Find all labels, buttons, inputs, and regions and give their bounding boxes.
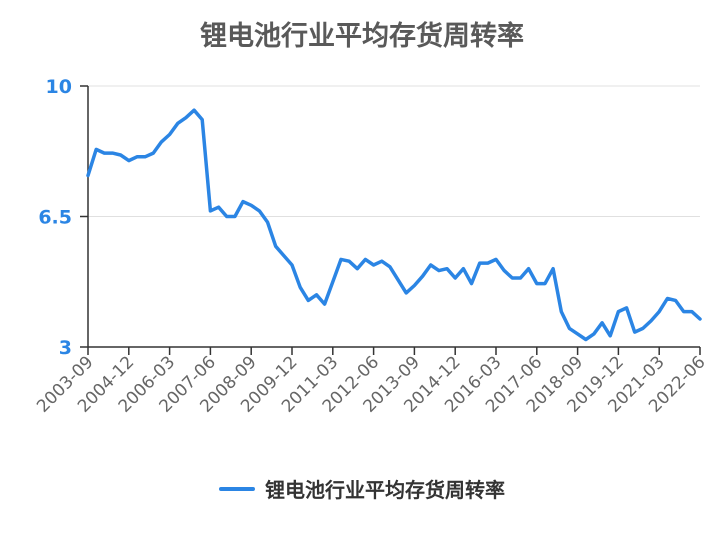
data-point[interactable]: [273, 243, 279, 249]
data-point[interactable]: [142, 154, 148, 160]
data-point[interactable]: [420, 273, 426, 279]
data-point[interactable]: [362, 256, 368, 262]
data-point[interactable]: [566, 325, 572, 331]
data-point[interactable]: [648, 318, 654, 324]
data-point[interactable]: [664, 296, 670, 302]
data-point[interactable]: [265, 219, 271, 225]
data-point[interactable]: [216, 204, 222, 210]
data-point[interactable]: [175, 120, 181, 126]
data-point[interactable]: [477, 260, 483, 266]
data-point[interactable]: [379, 258, 385, 264]
data-point[interactable]: [297, 284, 303, 290]
data-point[interactable]: [289, 262, 295, 268]
y-tick-label: 10: [46, 76, 72, 98]
data-point[interactable]: [134, 154, 140, 160]
chart-title: 锂电池行业平均存货周转率: [200, 21, 524, 52]
data-point[interactable]: [460, 266, 466, 272]
data-point[interactable]: [656, 309, 662, 315]
data-point[interactable]: [224, 214, 230, 220]
data-point[interactable]: [575, 331, 581, 337]
data-point[interactable]: [534, 281, 540, 287]
data-point[interactable]: [248, 202, 254, 208]
data-point[interactable]: [313, 292, 319, 298]
data-point[interactable]: [509, 275, 515, 281]
data-point[interactable]: [452, 275, 458, 281]
data-point[interactable]: [436, 268, 442, 274]
data-point[interactable]: [485, 260, 491, 266]
data-point[interactable]: [322, 301, 328, 307]
data-point[interactable]: [697, 316, 703, 322]
data-point[interactable]: [93, 146, 99, 152]
data-point[interactable]: [150, 150, 156, 156]
gridlines: [88, 85, 700, 217]
data-point[interactable]: [673, 297, 679, 303]
data-point[interactable]: [403, 290, 409, 296]
data-point[interactable]: [371, 262, 377, 268]
y-tick-label: 6.5: [38, 207, 72, 229]
data-point[interactable]: [346, 258, 352, 264]
data-point[interactable]: [599, 320, 605, 326]
x-axis: 2003-092004-122006-032007-062008-092009-…: [33, 346, 710, 417]
data-point[interactable]: [207, 208, 213, 214]
data-point[interactable]: [591, 331, 597, 337]
series-line[interactable]: [86, 108, 702, 342]
series-layer: [85, 107, 703, 343]
data-point[interactable]: [158, 139, 164, 145]
data-point[interactable]: [183, 115, 189, 121]
data-point[interactable]: [542, 281, 548, 287]
legend-swatch: [219, 486, 255, 491]
data-point[interactable]: [240, 199, 246, 205]
data-point[interactable]: [493, 256, 499, 262]
data-point[interactable]: [191, 107, 197, 113]
data-point[interactable]: [632, 329, 638, 335]
data-point[interactable]: [428, 262, 434, 268]
data-point[interactable]: [558, 309, 564, 315]
data-point[interactable]: [199, 117, 205, 123]
data-point[interactable]: [395, 277, 401, 283]
data-point[interactable]: [387, 264, 393, 270]
data-point[interactable]: [469, 281, 475, 287]
data-point[interactable]: [550, 266, 556, 272]
data-point[interactable]: [281, 253, 287, 259]
y-axis: 3 6.5 10: [38, 76, 89, 359]
data-point[interactable]: [330, 279, 336, 285]
legend[interactable]: 锂电池行业平均存货周转率: [0, 474, 724, 503]
data-point[interactable]: [681, 309, 687, 315]
data-point[interactable]: [411, 282, 417, 288]
data-point[interactable]: [167, 131, 173, 137]
data-point[interactable]: [624, 305, 630, 311]
data-point[interactable]: [109, 150, 115, 156]
data-point[interactable]: [689, 309, 695, 315]
legend-label: 锂电池行业平均存货周转率: [265, 478, 505, 502]
data-point[interactable]: [607, 333, 613, 339]
data-point[interactable]: [526, 266, 532, 272]
data-point[interactable]: [256, 208, 262, 214]
data-point[interactable]: [583, 337, 589, 343]
data-point[interactable]: [232, 214, 238, 220]
data-point[interactable]: [305, 297, 311, 303]
y-tick-label: 3: [59, 337, 72, 359]
data-point[interactable]: [118, 152, 124, 158]
data-point[interactable]: [517, 275, 523, 281]
data-point[interactable]: [354, 266, 360, 272]
data-point[interactable]: [338, 256, 344, 262]
data-point[interactable]: [85, 172, 91, 178]
data-point[interactable]: [640, 325, 646, 331]
data-point[interactable]: [615, 309, 621, 315]
data-point[interactable]: [444, 266, 450, 272]
data-point[interactable]: [101, 150, 107, 156]
data-point[interactable]: [126, 158, 132, 164]
data-point[interactable]: [501, 268, 507, 274]
